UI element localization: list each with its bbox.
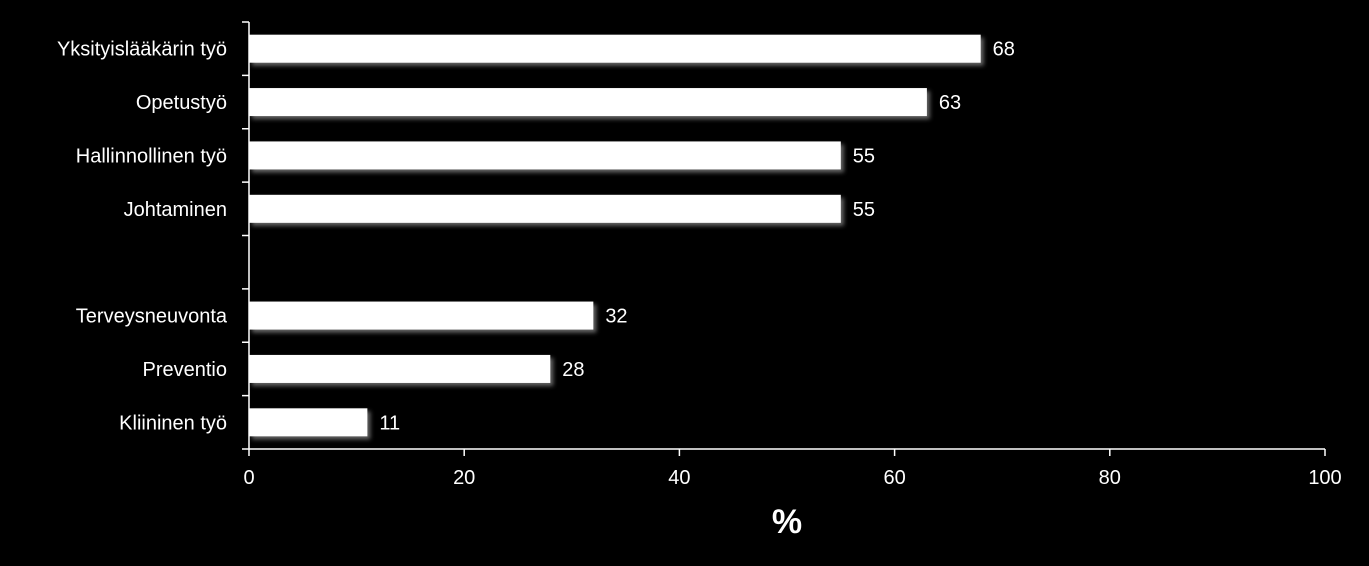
x-tick-label: 0 xyxy=(243,467,254,489)
plot-area: 0 20 40 60 80 100 Yksityislääkärin työ 68 Opetus… xyxy=(57,21,1342,489)
x-axis-title: % xyxy=(772,503,802,541)
category-label: Terveysneuvonta xyxy=(76,306,228,328)
data-label: 28 xyxy=(562,359,584,381)
bar xyxy=(249,408,368,437)
category-label: Yksityislääkärin työ xyxy=(57,39,227,61)
x-tick-label: 80 xyxy=(1099,467,1121,489)
data-label: 32 xyxy=(605,306,627,328)
bar xyxy=(249,354,551,383)
bar xyxy=(249,194,841,223)
data-label: 11 xyxy=(379,412,400,434)
data-label: 63 xyxy=(939,92,961,114)
x-tick-label: 100 xyxy=(1308,467,1341,489)
category-label: Johtaminen xyxy=(124,199,227,221)
data-label: 55 xyxy=(853,145,875,167)
category-label: Opetustyö xyxy=(136,92,227,114)
data-label: 68 xyxy=(993,39,1015,61)
bar xyxy=(249,88,927,117)
x-tick-label: 40 xyxy=(668,467,690,489)
x-tick-label: 60 xyxy=(883,467,905,489)
bar xyxy=(249,141,841,170)
category-label: Hallinnollinen työ xyxy=(76,145,227,167)
x-tick-label: 20 xyxy=(453,467,475,489)
data-label: 55 xyxy=(853,199,875,221)
category-label: Preventio xyxy=(143,359,228,381)
bar xyxy=(249,34,981,63)
bar xyxy=(249,301,594,330)
category-label: Kliininen työ xyxy=(119,412,227,434)
